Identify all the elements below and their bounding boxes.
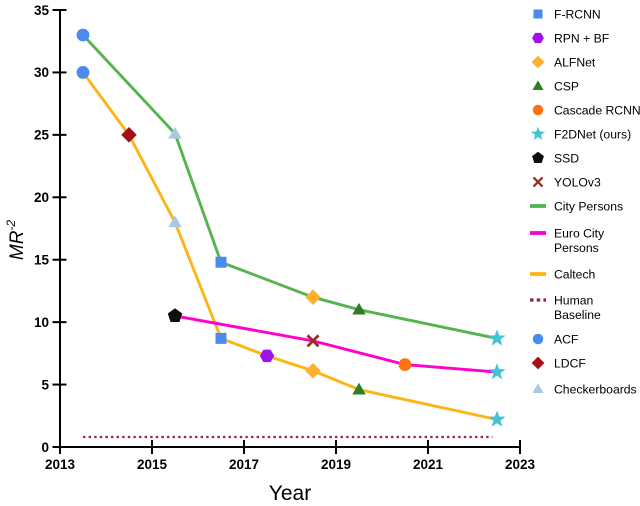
legend-label: Human (554, 293, 593, 307)
legend-label: Persons (554, 241, 599, 255)
x-tick-label: 2023 (505, 457, 536, 472)
data-point-f-rcnn-caltech (215, 332, 227, 344)
data-point-checkerboards-caltech (168, 215, 182, 228)
legend-label: F-RCNN (554, 7, 601, 21)
legend-item-cascade-rcnn: Cascade RCNN (532, 103, 640, 117)
data-point-cascade-rcnn-euro-city-persons (398, 358, 412, 371)
data-point-alfnet-caltech (305, 363, 321, 379)
data-point-rpn-bf-caltech (259, 349, 275, 363)
series-line-city-persons (81, 33, 499, 340)
legend-label: City Persons (554, 199, 623, 213)
x-tick-label: 2019 (321, 457, 351, 472)
y-axis-title: MR-2 (4, 220, 28, 261)
data-point-csp-city-persons (352, 302, 366, 315)
y-tick-label: 35 (34, 3, 50, 18)
legend-marker-triangle (532, 383, 544, 394)
legend-marker-diamond (531, 356, 545, 370)
x-tick-label: 2021 (413, 457, 444, 472)
y-tick-label: 20 (34, 190, 49, 205)
data-point-f2dnet-ours-city-persons (488, 329, 506, 346)
x-tick-label: 2015 (137, 457, 168, 472)
series-line-caltech (81, 70, 499, 421)
legend-marker-circle (532, 104, 544, 116)
data-point-yolov3-euro-city-persons (306, 334, 320, 348)
legend-item-f-rcnn: F-RCNN (533, 7, 601, 21)
legend-label: LDCF (554, 356, 586, 370)
legend-label: YOLOv3 (554, 175, 601, 189)
legend-label: Checkerboards (554, 382, 637, 396)
y-tick-label: 5 (41, 377, 49, 392)
x-tick-label: 2017 (229, 457, 259, 472)
legend-label: Euro City (554, 226, 605, 240)
legend-item-yolov3: YOLOv3 (532, 175, 601, 189)
legend-item-rpn-bf: RPN + BF (532, 31, 609, 45)
data-point-ssd-euro-city-persons (167, 308, 183, 323)
legend-item-acf: ACF (532, 332, 578, 346)
legend-label: RPN + BF (554, 31, 609, 45)
legend-label: Caltech (554, 267, 595, 281)
legend-label: Cascade RCNN (554, 103, 640, 117)
legend-marker-circle (532, 333, 544, 345)
data-point-acf-city-persons (76, 28, 90, 42)
legend-item-ssd: SSD (532, 151, 579, 165)
legend-label: F2DNet (ours) (554, 127, 631, 141)
legend-marker-star (530, 126, 546, 140)
legend-item-caltech: Caltech (530, 267, 595, 281)
legend-marker-square (533, 9, 543, 19)
data-point-f2dnet-ours-euro-city-persons (488, 363, 506, 380)
data-point-alfnet-city-persons (305, 289, 321, 305)
y-tick-label: 25 (34, 128, 50, 143)
data-point-acf-caltech (76, 66, 90, 79)
legend-label: ALFNet (554, 55, 596, 69)
x-tick-label: 2013 (45, 457, 76, 472)
legend-item-csp: CSP (532, 79, 579, 93)
legend-item-f2dnet-ours: F2DNet (ours) (530, 126, 631, 141)
legend-item-alfnet: ALFNet (531, 55, 596, 69)
legend-marker-pentagon (532, 151, 544, 164)
y-tick-label: 15 (34, 253, 50, 268)
data-point-checkerboards-city-persons (168, 126, 182, 139)
y-tick-label: 10 (34, 315, 49, 330)
data-point-f2dnet-ours-caltech (488, 410, 506, 427)
legend-label: Baseline (554, 308, 601, 322)
data-point-ldcf-caltech (121, 127, 137, 143)
legend-label: ACF (554, 332, 578, 346)
x-axis-title: Year (269, 482, 311, 505)
legend-item-ldcf: LDCF (531, 356, 586, 370)
data-point-f-rcnn-city-persons (215, 256, 227, 268)
legend-item-city-persons: City Persons (530, 199, 623, 213)
series-line-euro-city-persons (173, 314, 499, 374)
legend-item-checkerboards: Checkerboards (532, 382, 637, 396)
legend-marker-x (532, 176, 544, 188)
legend-marker-triangle (532, 80, 544, 91)
legend-label: CSP (554, 79, 579, 93)
data-point-csp-caltech (352, 382, 366, 395)
y-tick-label: 30 (34, 65, 49, 80)
legend-marker-diamond (531, 55, 545, 69)
y-tick-label: 0 (41, 440, 49, 455)
legend-marker-hexagon (532, 32, 544, 44)
legend-label: SSD (554, 151, 579, 165)
